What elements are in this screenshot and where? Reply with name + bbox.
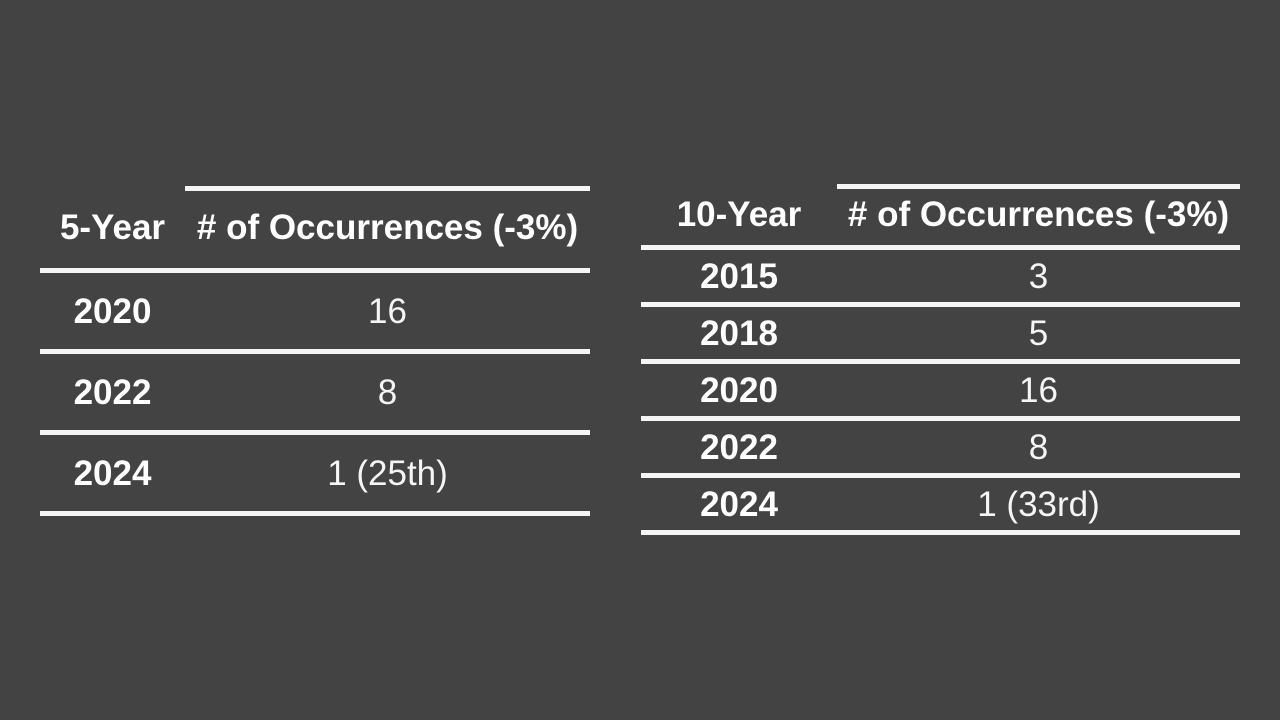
ten-year-table-top-rule [837, 184, 1240, 189]
occurrences-cell: 3 [1028, 256, 1049, 296]
year-cell: 2015 [700, 256, 778, 296]
ten-year-occurrences-header: # of Occurrences (-3%) [847, 195, 1230, 234]
table-row: 2020 16 [641, 364, 1240, 421]
year-cell: 2022 [700, 427, 778, 467]
table-row: 2018 5 [641, 307, 1240, 364]
five-year-table-header-row: 5-Year # of Occurrences (-3%) [40, 186, 590, 273]
occurrences-cell: 8 [377, 372, 398, 412]
table-row: 2022 8 [641, 421, 1240, 478]
five-year-table-top-rule [185, 186, 590, 191]
five-year-table: 5-Year # of Occurrences (-3%) 2020 16 20… [40, 186, 590, 516]
occurrences-cell: 16 [368, 291, 407, 331]
occurrences-cell: 1 (25th) [327, 453, 448, 493]
occurrences-cell: 5 [1028, 313, 1049, 353]
occurrences-cell: 1 (33rd) [977, 484, 1100, 524]
year-cell: 2018 [700, 313, 778, 353]
year-cell: 2024 [73, 453, 152, 493]
year-cell: 2020 [73, 291, 152, 331]
five-year-period-header: 5-Year [59, 207, 166, 247]
five-year-table-body: 2020 16 2022 8 2024 1 (25th) [40, 273, 590, 516]
table-row: 2020 16 [40, 273, 590, 354]
ten-year-period-header: 10-Year [676, 195, 802, 234]
ten-year-table-header-row: 10-Year # of Occurrences (-3%) [641, 184, 1240, 250]
year-cell: 2022 [73, 372, 152, 412]
table-row: 2022 8 [40, 354, 590, 435]
ten-year-table-body: 2015 3 2018 5 2020 16 2022 8 [641, 250, 1240, 535]
ten-year-table: 10-Year # of Occurrences (-3%) 2015 3 20… [641, 184, 1240, 535]
table-row: 2015 3 [641, 250, 1240, 307]
year-cell: 2024 [700, 484, 778, 524]
table-row: 2024 1 (33rd) [641, 478, 1240, 535]
occurrences-cell: 16 [1019, 370, 1058, 410]
occurrences-cell: 8 [1028, 427, 1049, 467]
five-year-occurrences-header: # of Occurrences (-3%) [196, 207, 579, 247]
year-cell: 2020 [700, 370, 778, 410]
table-row: 2024 1 (25th) [40, 435, 590, 516]
